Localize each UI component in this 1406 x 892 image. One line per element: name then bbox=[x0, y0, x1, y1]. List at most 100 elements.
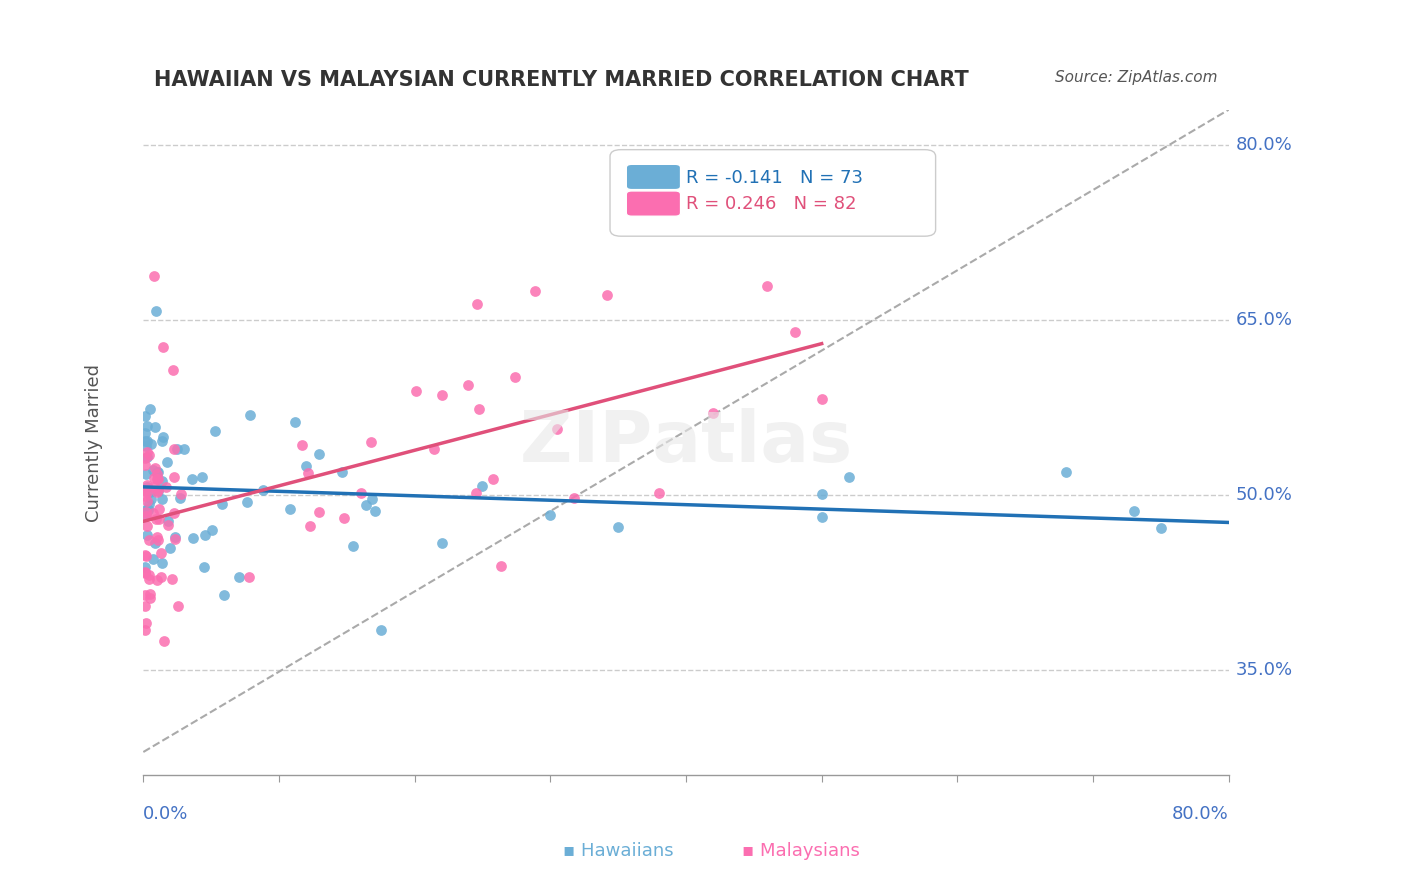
Point bbox=[150, 556, 173, 570]
Point bbox=[149, 546, 172, 560]
Point bbox=[159, 541, 181, 555]
Text: 0.0%: 0.0% bbox=[143, 805, 188, 822]
Point bbox=[157, 514, 180, 528]
Point bbox=[135, 549, 157, 563]
Point bbox=[465, 297, 488, 311]
Point bbox=[152, 340, 174, 354]
Point bbox=[135, 508, 157, 523]
Text: ▪ Hawaiians: ▪ Hawaiians bbox=[564, 842, 673, 860]
Point bbox=[1054, 465, 1077, 479]
Point bbox=[464, 486, 486, 500]
Point bbox=[148, 466, 170, 480]
Text: HAWAIIAN VS MALAYSIAN CURRENTLY MARRIED CORRELATION CHART: HAWAIIAN VS MALAYSIAN CURRENTLY MARRIED … bbox=[155, 70, 969, 90]
Point bbox=[155, 480, 177, 494]
Point bbox=[139, 591, 162, 605]
Point bbox=[138, 497, 160, 511]
Point bbox=[160, 573, 183, 587]
Point bbox=[284, 416, 307, 430]
Point bbox=[136, 480, 159, 494]
Point bbox=[169, 491, 191, 505]
Point bbox=[143, 269, 166, 284]
Point bbox=[134, 426, 156, 441]
Point bbox=[134, 560, 156, 574]
Point bbox=[134, 623, 156, 637]
Point bbox=[150, 434, 173, 448]
Point bbox=[134, 489, 156, 503]
Point bbox=[142, 480, 165, 494]
Point bbox=[134, 599, 156, 613]
Point bbox=[138, 573, 160, 587]
Point bbox=[291, 438, 314, 452]
Point bbox=[135, 439, 157, 453]
Text: 50.0%: 50.0% bbox=[1236, 486, 1292, 504]
Point bbox=[405, 384, 427, 398]
Point bbox=[546, 422, 568, 436]
Point bbox=[163, 532, 186, 546]
Text: Currently Married: Currently Married bbox=[86, 364, 104, 522]
Point bbox=[136, 502, 159, 516]
Point bbox=[146, 484, 169, 499]
FancyBboxPatch shape bbox=[610, 150, 935, 236]
Point bbox=[162, 363, 184, 377]
Point bbox=[136, 485, 159, 500]
Point bbox=[538, 508, 561, 522]
Point bbox=[139, 437, 162, 451]
Point bbox=[152, 430, 174, 444]
Text: 80.0%: 80.0% bbox=[1236, 136, 1292, 153]
Point bbox=[468, 401, 491, 416]
Point bbox=[278, 501, 301, 516]
Point bbox=[134, 483, 156, 497]
Point bbox=[170, 487, 193, 501]
Point bbox=[471, 479, 494, 493]
Point bbox=[135, 493, 157, 508]
Text: ZIP​atlas: ZIP​atlas bbox=[520, 408, 852, 477]
Point bbox=[142, 463, 165, 477]
Point bbox=[211, 497, 233, 511]
Point bbox=[308, 505, 330, 519]
Point bbox=[136, 519, 159, 533]
Point bbox=[181, 531, 204, 545]
Point bbox=[148, 511, 170, 525]
Point bbox=[702, 406, 724, 420]
Point bbox=[150, 570, 173, 584]
Point bbox=[332, 511, 354, 525]
Point bbox=[136, 528, 159, 542]
Point bbox=[364, 504, 387, 518]
Point bbox=[146, 483, 169, 497]
Point bbox=[138, 533, 160, 547]
Point bbox=[360, 435, 382, 450]
Point bbox=[143, 535, 166, 549]
Point bbox=[142, 551, 165, 566]
Point bbox=[166, 442, 188, 457]
Point bbox=[252, 483, 274, 497]
Point bbox=[194, 528, 217, 542]
Point bbox=[153, 634, 176, 648]
Point bbox=[142, 471, 165, 485]
Point bbox=[135, 505, 157, 519]
Point bbox=[181, 472, 204, 486]
Point bbox=[135, 467, 157, 482]
Point bbox=[145, 461, 167, 475]
Point bbox=[134, 588, 156, 602]
Point bbox=[228, 570, 250, 584]
Point bbox=[193, 560, 215, 574]
Point bbox=[1122, 504, 1144, 518]
Point bbox=[138, 586, 160, 600]
Point bbox=[135, 615, 157, 630]
Point bbox=[432, 388, 454, 402]
Point bbox=[810, 509, 832, 524]
Text: 35.0%: 35.0% bbox=[1236, 661, 1292, 679]
Point bbox=[297, 466, 319, 480]
Point bbox=[136, 502, 159, 516]
Point bbox=[136, 478, 159, 492]
Point bbox=[134, 566, 156, 580]
Text: 80.0%: 80.0% bbox=[1171, 805, 1229, 822]
Point bbox=[1150, 521, 1173, 535]
Point bbox=[167, 599, 190, 613]
Point bbox=[308, 447, 330, 461]
Point bbox=[150, 491, 173, 506]
Point bbox=[138, 448, 160, 462]
Point bbox=[163, 530, 186, 544]
Point bbox=[239, 408, 262, 422]
Point bbox=[145, 512, 167, 526]
